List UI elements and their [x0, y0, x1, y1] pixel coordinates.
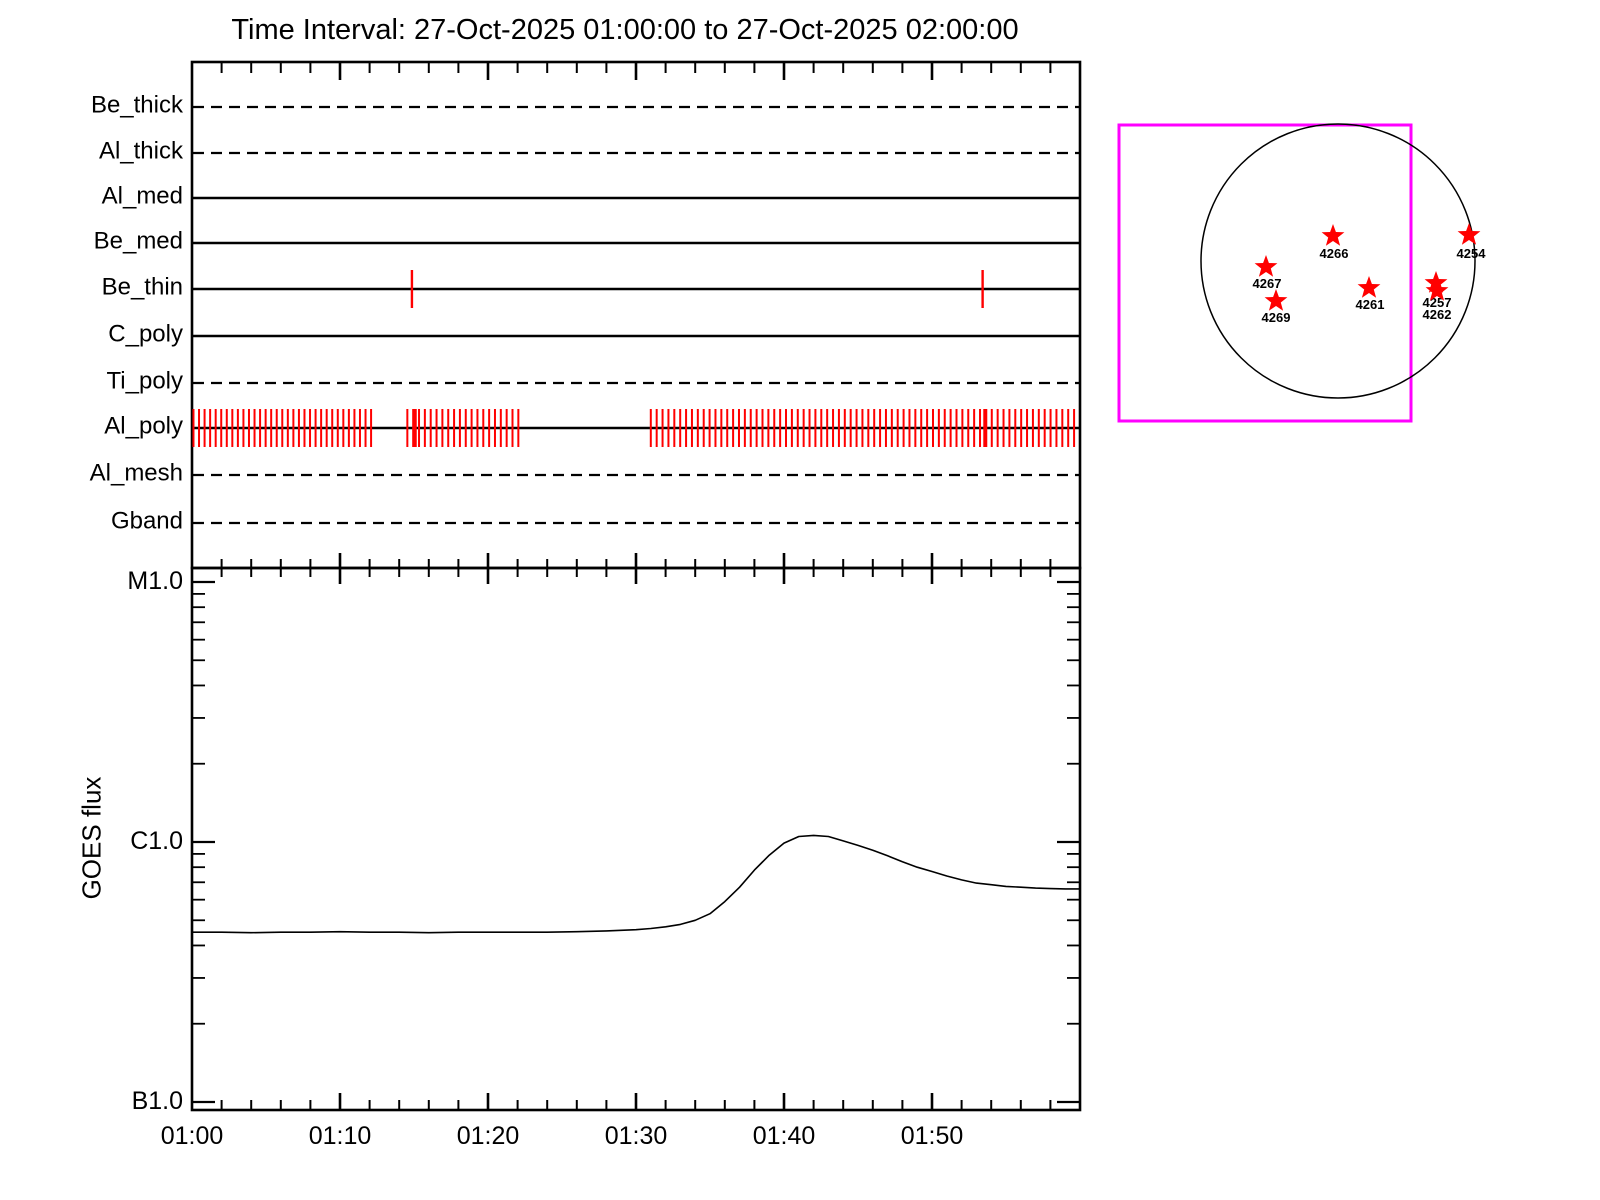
xtick-label-0120: 01:20: [456, 1122, 520, 1150]
filter-label-al-mesh: Al_mesh: [89, 459, 183, 487]
active-region-label: 4254: [1457, 246, 1487, 261]
field-of-view-box: [1117, 123, 1413, 423]
filter-label-c-poly: C_poly: [108, 320, 183, 348]
active-region-label: 4266: [1320, 246, 1349, 261]
top-panel-border: [190, 60, 1082, 570]
filter-timeline-panel: [190, 60, 1082, 570]
xtick-label-0100: 01:00: [160, 1122, 224, 1150]
goes-panel-border: [190, 566, 1082, 1112]
active-region-label: 4269: [1262, 310, 1291, 325]
xtick-label-0150: 01:50: [900, 1122, 964, 1150]
page-title: Time Interval: 27-Oct-2025 01:00:00 to 2…: [231, 14, 1019, 46]
ytick-label-b1: B1.0: [131, 1086, 183, 1115]
active-region-star: [1254, 255, 1278, 277]
filter-label-ti-poly: Ti_poly: [106, 367, 183, 395]
filter-label-be-med: Be_med: [93, 227, 183, 255]
filter-label-be-thick: Be_thick: [90, 91, 183, 119]
active-region-label: 4257: [1423, 295, 1452, 310]
ytick-label-c1: C1.0: [130, 826, 183, 855]
goes-flux-panel: [190, 553, 1082, 1112]
filter-label-al-poly: Al_poly: [104, 412, 183, 440]
active-region-star: [1357, 276, 1381, 298]
filter-label-al-med: Al_med: [101, 182, 183, 210]
goes-flux-curve: [191, 834, 1081, 934]
filter-label-be-thin: Be_thin: [101, 273, 183, 301]
active-region-star: [1264, 289, 1288, 311]
active-region-star: [1321, 224, 1345, 246]
xtick-label-0110: 01:10: [308, 1122, 372, 1150]
active-region-label: 4261: [1356, 297, 1385, 312]
xtick-label-0140: 01:40: [752, 1122, 816, 1150]
filter-label-gband: Gband: [110, 507, 183, 535]
active-region-star: [1425, 279, 1449, 301]
active-region-label: 4267: [1253, 276, 1282, 291]
xtick-label-0130: 01:30: [604, 1122, 668, 1150]
ytick-label-m1: M1.0: [127, 566, 183, 595]
filter-label-al-thick: Al_thick: [98, 137, 183, 165]
active-region-label: 4262: [1423, 307, 1452, 322]
solar-limb-circle: [1200, 123, 1476, 399]
active-region-star: [1457, 223, 1481, 245]
